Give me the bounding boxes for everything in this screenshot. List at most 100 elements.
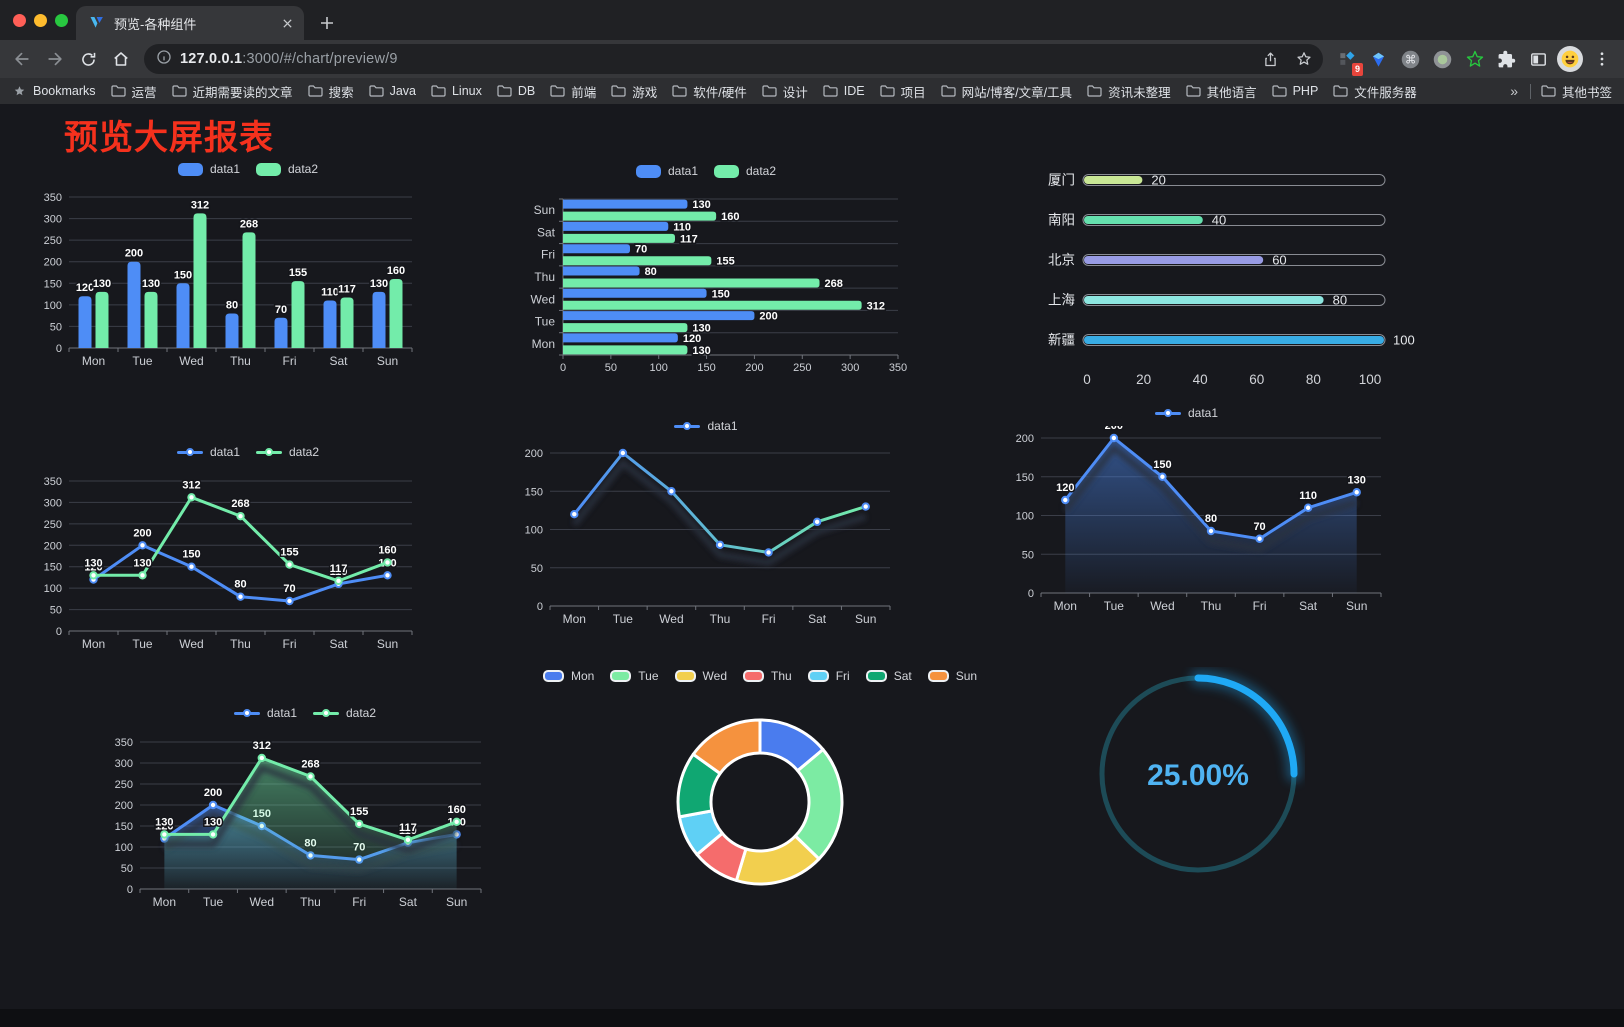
bookmark-folder[interactable]: 资讯未整理 xyxy=(1087,82,1171,101)
legend-item[interactable]: data1 xyxy=(233,706,297,720)
bookmark-folder[interactable]: 文件服务器 xyxy=(1333,82,1417,101)
svg-text:Fri: Fri xyxy=(541,248,555,262)
legend-item[interactable]: data2 xyxy=(256,445,319,459)
legend-item[interactable]: data1 xyxy=(674,419,738,433)
share-icon[interactable] xyxy=(1257,46,1283,72)
bookmark-folder[interactable]: Linux xyxy=(431,82,482,101)
legend-item[interactable]: Sun xyxy=(927,669,977,683)
browser-tab[interactable]: 预览-各种组件 xyxy=(76,6,304,40)
svg-text:Fri: Fri xyxy=(762,612,776,626)
bookmark-folder[interactable]: 运营 xyxy=(110,82,157,101)
svg-text:250: 250 xyxy=(44,235,62,247)
progress-bar-chart[interactable]: 厦门 20 南阳 40 北京 60 上海 80 新疆 100 0 20 40 60 80 100 xyxy=(985,154,1415,394)
legend-swatch xyxy=(743,670,764,682)
legend-item[interactable]: Wed xyxy=(674,669,727,683)
area-chart-single[interactable]: data1 0 50 100 150 200 Mon Tue Wed Thu Fri Sat Sun 12… xyxy=(983,400,1390,618)
svg-text:150: 150 xyxy=(115,821,133,833)
horizontal-bar-chart[interactable]: data1 data2 Sun Sat Fri Thu Wed Tue Mon 0 50 100 150… xyxy=(503,158,909,376)
reload-button[interactable] xyxy=(72,43,104,75)
site-info-icon[interactable] xyxy=(156,49,172,70)
svg-text:155: 155 xyxy=(289,267,307,279)
bookmark-folder[interactable]: 软件/硬件 xyxy=(672,82,747,101)
window-close-button[interactable] xyxy=(13,14,26,27)
legend-item[interactable]: data1 xyxy=(1154,406,1218,420)
svg-text:100: 100 xyxy=(1393,333,1415,348)
svg-text:120: 120 xyxy=(155,821,173,833)
bookmark-folder[interactable]: 游戏 xyxy=(611,82,657,101)
multi-line-chart[interactable]: data1 data2 0 50 100 150 200 250 300 350 Mon Tue Wed… xyxy=(38,439,458,657)
window-minimize-button[interactable] xyxy=(34,14,47,27)
ext-gem-icon[interactable] xyxy=(1365,46,1392,73)
svg-text:200: 200 xyxy=(133,527,151,539)
ext-command-icon[interactable]: ⌘ xyxy=(1397,46,1424,73)
bookmark-folder[interactable]: 设计 xyxy=(762,82,808,101)
svg-text:0: 0 xyxy=(560,362,566,374)
legend-item[interactable]: data2 xyxy=(714,164,776,178)
gauge-chart[interactable]: 25.00% xyxy=(1091,667,1305,881)
bookmark-folder[interactable]: Java xyxy=(368,82,416,101)
legend-item[interactable]: data1 xyxy=(176,445,240,459)
bookmark-folder[interactable]: DB xyxy=(497,82,535,101)
svg-text:40: 40 xyxy=(1193,372,1208,387)
bookmark-folder[interactable]: 其他语言 xyxy=(1185,82,1257,101)
address-bar[interactable]: 127.0.0.1:3000/#/chart/preview/9 xyxy=(144,44,1323,74)
new-tab-button[interactable] xyxy=(312,8,342,38)
bookmark-folder-label: 网站/博客/文章/工具 xyxy=(961,85,1073,100)
other-bookmarks-folder[interactable]: 其他书签 xyxy=(1541,82,1612,101)
svg-text:0: 0 xyxy=(56,626,62,638)
forward-button[interactable] xyxy=(39,43,71,75)
bookmark-folder[interactable]: 前端 xyxy=(550,82,596,101)
legend-item[interactable]: data1 xyxy=(635,164,698,178)
legend-item[interactable]: Sat xyxy=(865,669,912,683)
bookmarks-overflow-chevron[interactable]: » xyxy=(1510,83,1518,99)
area-chart-multi[interactable]: data1 data2 0 50 100 150 200 250 300 350 Mon Tue Wed… xyxy=(93,700,517,916)
back-button[interactable] xyxy=(6,43,38,75)
legend-item[interactable]: Tue xyxy=(610,669,659,683)
svg-text:Tue: Tue xyxy=(203,895,224,909)
tab-close-icon[interactable] xyxy=(278,14,296,32)
bookmark-folder[interactable]: 网站/博客/文章/工具 xyxy=(941,82,1072,101)
bookmark-folder[interactable]: 项目 xyxy=(880,82,926,101)
bookmark-folder[interactable]: 搜索 xyxy=(307,82,354,101)
svg-text:312: 312 xyxy=(253,740,271,752)
home-button[interactable] xyxy=(105,43,137,75)
svg-text:155: 155 xyxy=(350,806,368,818)
svg-text:200: 200 xyxy=(1016,433,1034,445)
bookmark-folder[interactable]: IDE xyxy=(823,82,865,101)
svg-text:200: 200 xyxy=(115,800,133,812)
legend-swatch xyxy=(610,670,632,682)
bookmark-star-icon[interactable] xyxy=(1291,46,1317,72)
bookmark-folder[interactable]: 近期需要读的文章 xyxy=(171,82,293,101)
ext-star-icon[interactable] xyxy=(1461,46,1488,73)
legend-item[interactable]: data1 xyxy=(177,162,240,176)
menu-icon[interactable] xyxy=(1588,46,1615,73)
legend-item[interactable]: Fri xyxy=(807,669,850,683)
svg-text:Thu: Thu xyxy=(300,895,321,909)
gradient-line-chart[interactable]: data1 0 50 100 150 200 Mon Tue Wed Thu Fri Sat Sun xyxy=(503,413,909,631)
bookmark-folder[interactable]: PHP xyxy=(1271,82,1318,101)
legend-label: Fri xyxy=(835,669,850,683)
legend-item[interactable]: data2 xyxy=(313,706,376,720)
side-panel-icon[interactable] xyxy=(1525,46,1552,73)
donut-chart[interactable]: Mon Tue Wed Thu Fri Sat Sun xyxy=(542,663,977,888)
legend-item[interactable]: Thu xyxy=(743,669,792,683)
bookmark-folder-label: 前端 xyxy=(571,85,597,100)
extensions-puzzle-icon[interactable] xyxy=(1493,46,1520,73)
legend-item[interactable]: data2 xyxy=(256,162,318,176)
bookmarks-root[interactable]: Bookmarks xyxy=(12,84,96,99)
svg-text:Fri: Fri xyxy=(352,895,366,909)
svg-text:200: 200 xyxy=(525,448,543,460)
window-zoom-button[interactable] xyxy=(55,14,68,27)
svg-text:80: 80 xyxy=(645,266,657,278)
profile-avatar[interactable] xyxy=(1557,46,1583,72)
ext-grid-diamond-icon[interactable]: 9 xyxy=(1333,46,1363,76)
ext-dot-icon[interactable] xyxy=(1429,46,1456,73)
svg-text:40: 40 xyxy=(1212,213,1226,228)
svg-text:350: 350 xyxy=(44,476,62,488)
legend-item[interactable]: Mon xyxy=(542,669,594,683)
svg-text:Mon: Mon xyxy=(82,354,105,368)
bookmark-folder-label: 游戏 xyxy=(632,85,658,100)
svg-text:150: 150 xyxy=(1153,459,1171,471)
extension-badge: 9 xyxy=(1351,62,1363,76)
grouped-bar-chart[interactable]: data1 data2 0 50 100 150 200 250 300 350 Mon Tue Wed… xyxy=(38,156,458,374)
